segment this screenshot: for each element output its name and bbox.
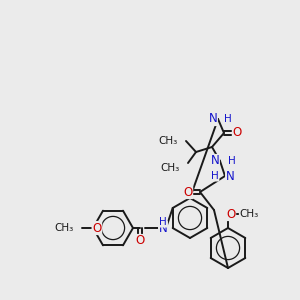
Text: CH₃: CH₃ (55, 223, 74, 233)
Text: H: H (211, 171, 219, 181)
Text: O: O (232, 127, 242, 140)
Text: N: N (211, 154, 219, 167)
Text: O: O (183, 185, 193, 199)
Text: H: H (224, 114, 232, 124)
Text: CH₃: CH₃ (239, 209, 259, 219)
Text: N: N (208, 112, 217, 125)
Text: O: O (92, 221, 102, 235)
Text: H: H (228, 156, 236, 166)
Text: N: N (226, 169, 234, 182)
Text: H: H (159, 217, 167, 227)
Text: CH₃: CH₃ (159, 136, 178, 146)
Text: N: N (159, 221, 167, 235)
Text: CH₃: CH₃ (161, 163, 180, 173)
Text: O: O (135, 235, 145, 248)
Text: O: O (226, 208, 236, 220)
